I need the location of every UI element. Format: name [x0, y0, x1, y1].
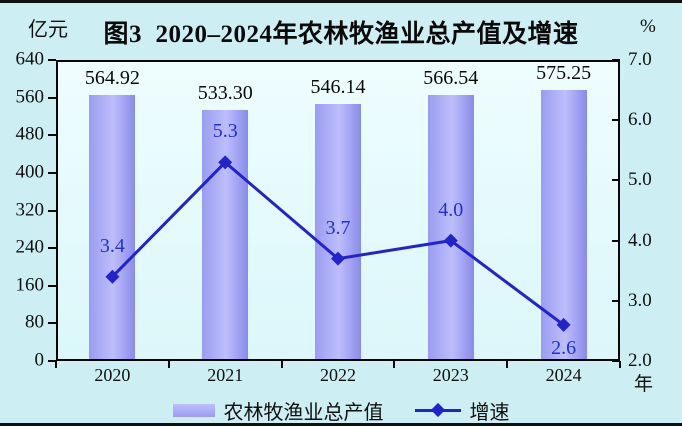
left-axis-tick — [48, 134, 56, 137]
right-axis-tick-label: 3.0 — [628, 289, 652, 311]
bar-value-label: 533.30 — [197, 82, 253, 105]
right-axis-tick-label: 5.0 — [628, 169, 652, 191]
x-axis-category-label: 2021 — [207, 365, 244, 385]
right-axis-tick — [612, 179, 620, 182]
right-axis-tick — [612, 59, 620, 61]
bar-2021 — [202, 110, 249, 359]
x-axis-tick — [393, 361, 396, 368]
legend-bar-swatch-icon — [172, 403, 215, 417]
left-axis-tick — [48, 96, 56, 99]
line-value-label: 3.7 — [325, 216, 351, 239]
x-axis-category-label: 2024 — [545, 365, 582, 385]
right-axis-unit: % — [640, 16, 656, 37]
legend-bar-label: 农林牧渔业总产值 — [223, 401, 384, 424]
bar-value-label: 566.54 — [423, 66, 479, 89]
bar-2023 — [427, 94, 474, 359]
line-marker-diamond-icon — [443, 233, 458, 248]
x-axis-category-label: 2023 — [432, 365, 469, 385]
left-axis-tick — [48, 209, 56, 212]
chart-title: 图3 2020–2024年农林牧渔业总产值及增速 — [103, 21, 579, 48]
left-axis-tick-label: 640 — [15, 48, 45, 70]
left-axis-tick — [48, 284, 56, 287]
left-axis-tick-label: 320 — [15, 199, 45, 221]
bar-value-label: 575.25 — [536, 62, 592, 85]
line-marker-diamond-icon — [556, 317, 571, 332]
growth-line — [111, 160, 565, 327]
right-axis-tick-label: 4.0 — [628, 229, 652, 251]
left-axis-tick-label: 480 — [15, 123, 45, 145]
x-axis-tick — [280, 361, 283, 368]
left-axis-tick-label: 240 — [15, 236, 45, 258]
right-axis-tick — [612, 299, 620, 302]
left-axis-tick-label: 160 — [15, 274, 45, 296]
bar-2020 — [89, 95, 136, 359]
left-axis-tick — [48, 360, 56, 362]
x-axis-tick — [55, 361, 57, 368]
bar-value-label: 546.14 — [310, 76, 366, 99]
right-axis-tick-label: 7.0 — [628, 49, 652, 70]
bar-2022 — [315, 104, 361, 359]
left-axis-tick — [48, 322, 56, 325]
x-axis-unit: 年 — [634, 374, 654, 395]
x-axis-tick — [619, 361, 621, 368]
line-value-label: 3.4 — [99, 234, 125, 257]
left-axis-tick — [48, 247, 56, 250]
line-marker-diamond-icon — [105, 269, 120, 284]
line-layer — [56, 60, 620, 361]
right-axis-tick — [612, 360, 620, 362]
line-value-label: 5.3 — [212, 120, 238, 143]
line-value-label: 2.6 — [551, 336, 577, 359]
left-axis-tick-label: 560 — [15, 86, 45, 108]
left-axis-unit: 亿元 — [28, 19, 68, 41]
legend-diamond-icon — [430, 402, 445, 418]
left-axis-tick-label: 80 — [25, 311, 44, 333]
left-axis-tick — [48, 171, 56, 174]
right-axis-tick — [612, 239, 620, 242]
left-axis-tick — [48, 59, 56, 61]
x-axis-category-label: 2020 — [94, 365, 131, 385]
right-axis-tick-label: 6.0 — [628, 109, 652, 131]
x-axis-tick — [506, 361, 509, 368]
left-axis-tick-label: 0 — [34, 349, 45, 371]
legend-line-swatch-icon — [414, 402, 461, 418]
line-marker-diamond-icon — [331, 251, 345, 266]
x-axis-tick — [167, 361, 170, 368]
legend: 农林牧渔业总产值 增速 — [0, 397, 682, 423]
growth-line-chart — [105, 155, 571, 332]
right-axis-tick-label: 2.0 — [628, 350, 652, 371]
right-axis-tick — [612, 119, 620, 122]
bar-value-label: 564.92 — [84, 67, 140, 90]
line-marker-diamond-icon — [218, 155, 233, 170]
legend-line-label: 增速 — [469, 401, 510, 424]
left-axis-tick-label: 400 — [15, 161, 45, 183]
x-axis-category-label: 2022 — [320, 365, 356, 385]
line-value-label: 4.0 — [438, 198, 464, 221]
